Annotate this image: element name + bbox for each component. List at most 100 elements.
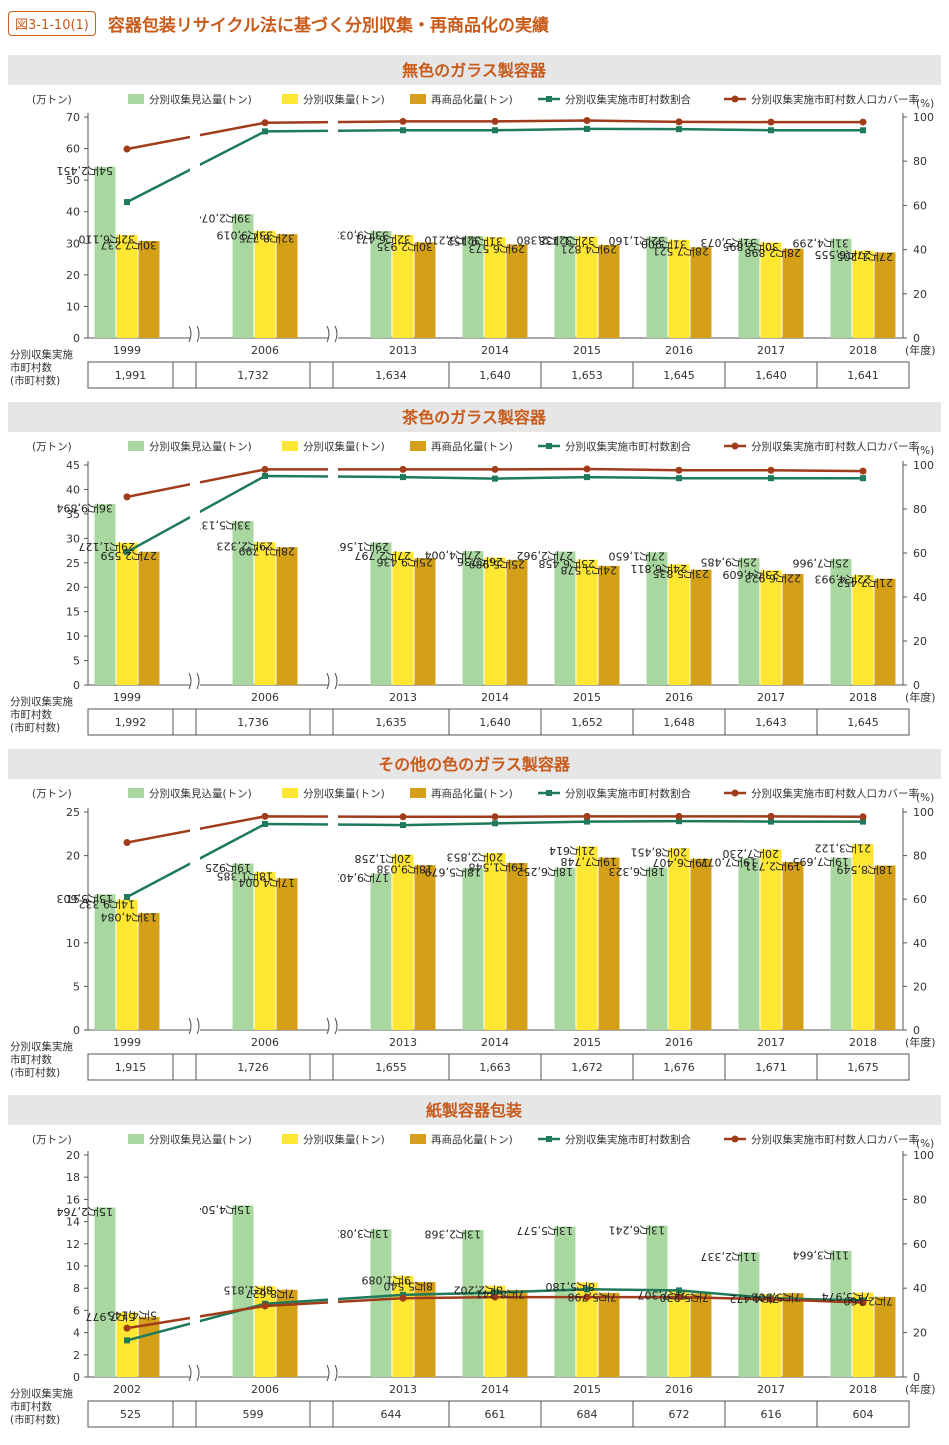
bar-data-label: 25万7,966	[793, 556, 850, 569]
y-right-tick-label: 100	[913, 459, 934, 472]
axis-break-gap	[328, 111, 338, 402]
bar-1-2014	[462, 1230, 484, 1377]
bar-1-2018	[830, 238, 852, 338]
municipality-table	[87, 708, 910, 736]
table-cell-2015: 1,653	[571, 369, 603, 382]
chart-title: 無色のガラス製容器	[402, 61, 547, 80]
table-cell-2014: 1,640	[479, 369, 511, 382]
y-left-unit: (万トン)	[32, 441, 72, 453]
y-left-tick-label: 8	[73, 1282, 80, 1295]
x-tick-label: 2015	[573, 1383, 601, 1396]
bar-data-label: 39万2,074	[195, 212, 252, 225]
line-marker-1	[400, 474, 406, 481]
y-left-tick-label: 20	[66, 1149, 80, 1162]
y-left-tick-label: 10	[66, 630, 80, 643]
table-cell-1999: 1,991	[115, 369, 147, 382]
bar-3-2015	[598, 1292, 620, 1377]
bar-3-1999	[138, 913, 160, 1030]
bar-data-label: 23万5,835	[653, 567, 710, 580]
bar-data-label: 33万9,019	[217, 228, 274, 241]
line-marker-2	[261, 119, 269, 127]
x-tick-label: 2014	[481, 1036, 509, 1049]
bar-data-label: 29万1,567	[333, 540, 390, 553]
y-left-tick-label: 10	[66, 1260, 80, 1273]
bar-1-2018	[830, 857, 852, 1030]
bar-data-label: 23万4,609	[723, 568, 780, 581]
line-marker-1	[768, 127, 774, 134]
line-marker-2	[123, 145, 131, 153]
y-right-tick-label: 100	[913, 806, 934, 819]
bar-1-2015	[554, 236, 576, 338]
bar-data-label: 7万5,230	[660, 1291, 710, 1304]
y-right-tick-label: 20	[913, 288, 927, 301]
municipality-table	[87, 361, 910, 389]
axis-break-mark	[326, 1017, 338, 1035]
y-left-tick-label: 50	[66, 174, 80, 187]
line-series-2	[126, 815, 864, 844]
y-left-tick-label: 5	[73, 980, 80, 993]
bar-3-2016	[690, 247, 712, 338]
x-tick-label: 1999	[113, 344, 141, 357]
bar-1-2014	[462, 868, 484, 1030]
bar-1-2016	[646, 236, 668, 338]
y-left-tick-label: 12	[66, 1238, 80, 1251]
bar-1-2006	[232, 521, 254, 685]
line-marker-1	[124, 894, 130, 901]
bar-1-2006	[232, 1205, 254, 1377]
bar-data-label: 7万5,798	[568, 1290, 618, 1303]
bar-data-label: 32万3,210	[425, 233, 482, 246]
table-cell-2017: 616	[761, 1408, 782, 1421]
bar-data-label: 15万4,504	[195, 1203, 252, 1216]
line-marker-1	[400, 822, 406, 829]
x-tick-label: 1999	[113, 1036, 141, 1049]
legend-label-3: 再商品化量(トン)	[431, 1133, 513, 1146]
bar-data-label: 13万5,577	[517, 1224, 574, 1237]
legend-marker-5	[731, 95, 739, 103]
line-marker-2	[123, 1324, 131, 1332]
bar-2-2018	[852, 250, 874, 338]
bar-data-label: 31万9,152	[447, 235, 504, 248]
bar-3-2018	[874, 1296, 896, 1377]
bar-2-2017	[760, 242, 782, 338]
legend-label-2: 分別収集量(トン)	[303, 440, 385, 453]
x-tick-label: 2016	[665, 691, 693, 704]
bar-2-2016	[668, 848, 690, 1030]
legend-label-3: 再商品化量(トン)	[431, 787, 513, 800]
bar-2-2014	[484, 237, 506, 338]
y-right-tick-label: 20	[913, 635, 927, 648]
y-right-tick-label: 80	[913, 850, 927, 863]
bar-data-label: 24万3,578	[561, 563, 618, 576]
table-row-label: 市町村数	[10, 1400, 52, 1413]
line-marker-1	[124, 199, 130, 206]
bar-3-1999	[138, 551, 160, 685]
bar-data-label: 7万5,502	[752, 1291, 802, 1304]
bar-2-2016	[668, 239, 690, 338]
legend-label-4: 分別収集実施市町村数割合	[565, 440, 691, 453]
y-left-unit: (万トン)	[32, 788, 72, 800]
table-cell-2006: 1,736	[237, 716, 269, 729]
bar-data-label: 29万4,821	[561, 242, 618, 255]
x-tick-label: 2018	[849, 344, 877, 357]
table-cell-2013: 1,635	[375, 716, 407, 729]
line-marker-1	[860, 818, 866, 825]
y-left-tick-label: 45	[66, 459, 80, 472]
bar-data-label: 32万6,110	[79, 233, 136, 246]
table-cell-2018: 1,641	[847, 369, 879, 382]
line-marker-2	[399, 465, 407, 473]
y-left-tick-label: 10	[66, 937, 80, 950]
y-left-tick-label: 20	[66, 269, 80, 282]
bar-1-2013	[370, 1229, 392, 1377]
bar-data-label: 27万1,205	[837, 250, 894, 263]
line-marker-1	[584, 1286, 590, 1293]
y-left-tick-label: 16	[66, 1193, 80, 1206]
x-tick-label: 2017	[757, 1036, 785, 1049]
line-marker-2	[675, 466, 683, 474]
table-row-label: (市町村数)	[10, 721, 60, 734]
legend-marker-4	[546, 96, 552, 102]
legend-label-2: 分別収集量(トン)	[303, 93, 385, 106]
bar-1-2002	[94, 1207, 116, 1377]
table-cell-2002: 525	[120, 1408, 141, 1421]
y-left-tick-label: 0	[73, 332, 80, 345]
legend-swatch-2	[282, 441, 298, 451]
